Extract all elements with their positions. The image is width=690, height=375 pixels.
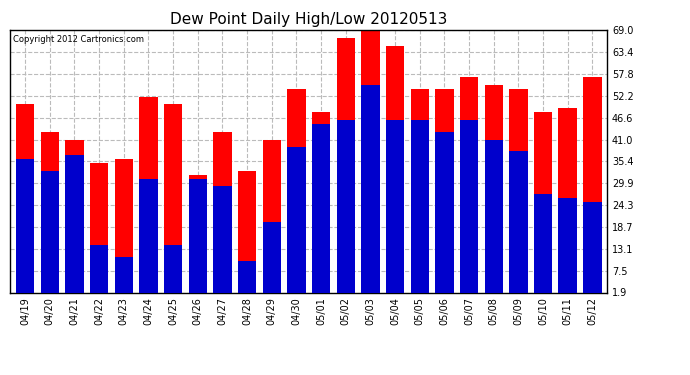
Bar bbox=[238, 171, 257, 300]
Bar bbox=[435, 88, 453, 300]
Bar bbox=[16, 159, 34, 300]
Bar bbox=[41, 171, 59, 300]
Bar bbox=[361, 85, 380, 300]
Bar bbox=[115, 257, 133, 300]
Bar bbox=[337, 120, 355, 300]
Bar bbox=[583, 202, 602, 300]
Bar bbox=[460, 120, 478, 300]
Bar bbox=[115, 159, 133, 300]
Bar bbox=[337, 38, 355, 300]
Bar bbox=[41, 132, 59, 300]
Bar bbox=[287, 147, 306, 300]
Bar bbox=[188, 175, 207, 300]
Bar bbox=[238, 261, 257, 300]
Bar bbox=[386, 46, 404, 300]
Bar bbox=[460, 77, 478, 300]
Bar bbox=[534, 112, 552, 300]
Bar bbox=[90, 245, 108, 300]
Bar bbox=[188, 178, 207, 300]
Bar bbox=[262, 140, 281, 300]
Bar bbox=[509, 88, 528, 300]
Title: Dew Point Daily High/Low 20120513: Dew Point Daily High/Low 20120513 bbox=[170, 12, 447, 27]
Bar bbox=[262, 222, 281, 300]
Bar bbox=[90, 163, 108, 300]
Bar bbox=[66, 155, 83, 300]
Text: Copyright 2012 Cartronics.com: Copyright 2012 Cartronics.com bbox=[13, 35, 144, 44]
Bar bbox=[66, 140, 83, 300]
Bar bbox=[411, 120, 429, 300]
Bar bbox=[558, 108, 577, 300]
Bar bbox=[16, 104, 34, 300]
Bar bbox=[312, 124, 331, 300]
Bar bbox=[287, 88, 306, 300]
Bar bbox=[484, 85, 503, 300]
Bar bbox=[361, 30, 380, 300]
Bar bbox=[213, 186, 232, 300]
Bar bbox=[509, 151, 528, 300]
Bar bbox=[164, 104, 182, 300]
Bar bbox=[164, 245, 182, 300]
Bar bbox=[213, 132, 232, 300]
Bar bbox=[312, 112, 331, 300]
Bar bbox=[411, 88, 429, 300]
Bar bbox=[435, 132, 453, 300]
Bar bbox=[534, 194, 552, 300]
Bar bbox=[484, 140, 503, 300]
Bar bbox=[386, 120, 404, 300]
Bar bbox=[139, 178, 158, 300]
Bar bbox=[558, 198, 577, 300]
Bar bbox=[583, 77, 602, 300]
Bar bbox=[139, 96, 158, 300]
